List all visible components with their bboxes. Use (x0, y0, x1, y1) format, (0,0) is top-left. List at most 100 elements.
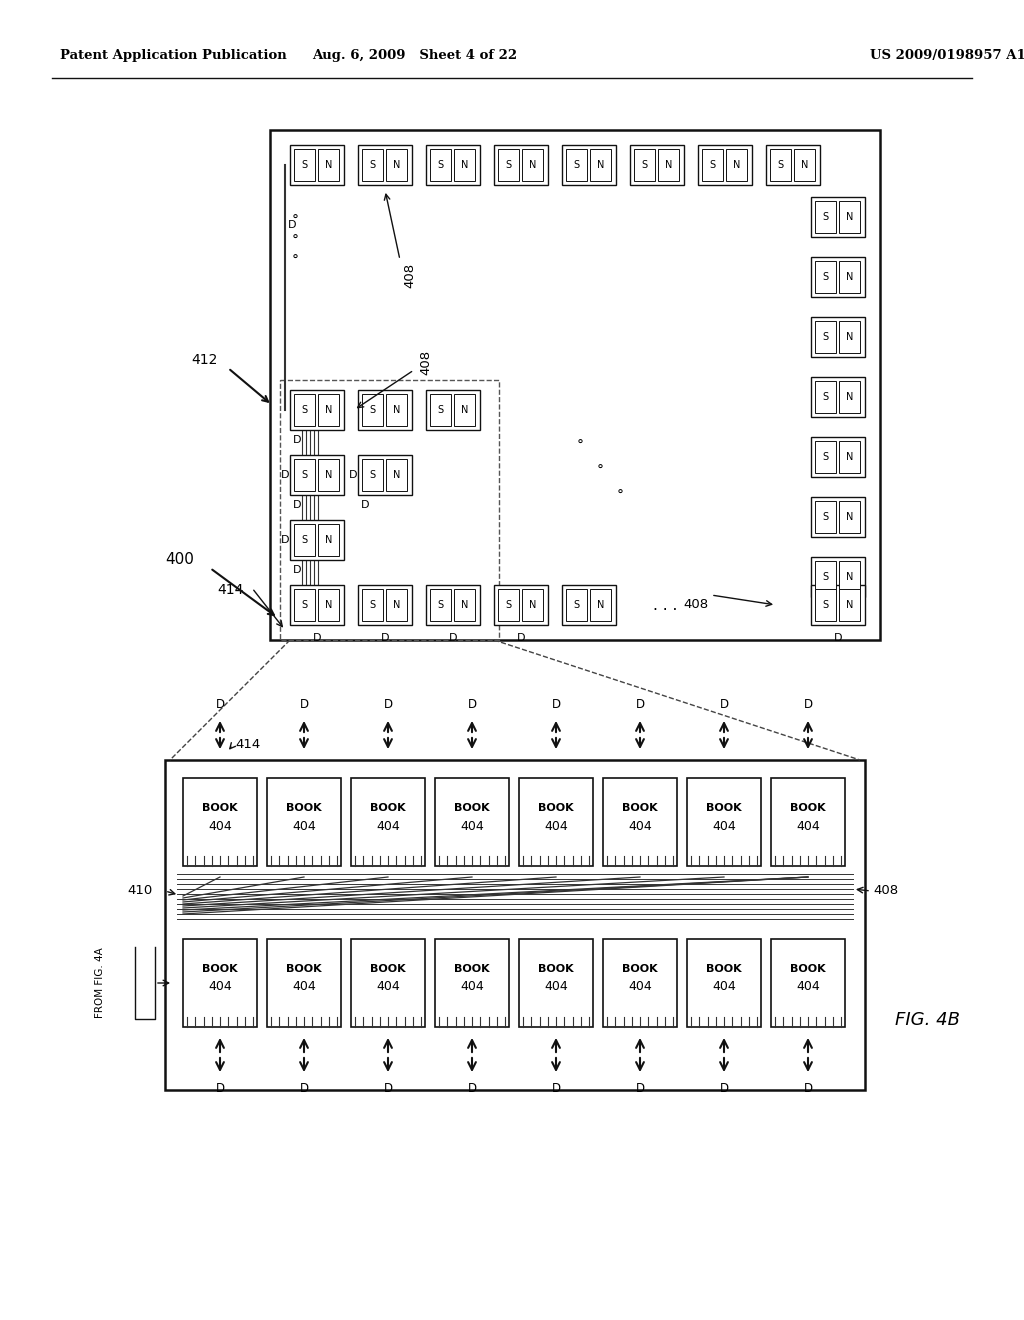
Bar (687, 777, 761, 866)
Bar (435, 939, 509, 1027)
Text: D: D (552, 698, 560, 711)
Bar (815, 561, 836, 593)
Bar (358, 585, 412, 624)
Text: N: N (846, 272, 853, 282)
Text: D: D (215, 1082, 224, 1096)
Text: S: S (822, 512, 828, 521)
Text: 414: 414 (234, 738, 260, 751)
Text: D: D (312, 634, 322, 643)
Bar (358, 145, 412, 185)
Bar (839, 502, 860, 533)
Bar (267, 939, 341, 1027)
Text: D: D (349, 470, 357, 480)
Text: BOOK: BOOK (623, 964, 657, 974)
Text: °: ° (292, 253, 299, 268)
Bar (318, 459, 339, 491)
Bar (562, 585, 616, 624)
Bar (270, 129, 880, 640)
Bar (430, 393, 451, 426)
Text: S: S (822, 333, 828, 342)
Text: D: D (288, 220, 297, 230)
Text: S: S (370, 470, 376, 480)
Text: N: N (846, 451, 853, 462)
Bar (770, 149, 791, 181)
Bar (351, 777, 425, 866)
Bar (430, 589, 451, 620)
Bar (183, 939, 257, 1027)
Text: N: N (846, 392, 853, 403)
Bar (771, 777, 845, 866)
Bar (519, 939, 593, 1027)
Text: 404: 404 (376, 820, 400, 833)
Text: BOOK: BOOK (371, 964, 406, 974)
Bar (771, 939, 845, 1027)
Text: D: D (804, 698, 813, 711)
Bar (386, 459, 407, 491)
Bar (562, 145, 616, 185)
Bar (280, 380, 499, 640)
Text: °: ° (292, 234, 299, 248)
Text: S: S (301, 405, 307, 414)
Text: 400: 400 (166, 553, 195, 568)
Bar (362, 149, 383, 181)
Text: D: D (299, 698, 308, 711)
Text: D: D (720, 1082, 728, 1096)
Text: 404: 404 (628, 820, 652, 833)
Bar (811, 317, 865, 356)
Bar (590, 149, 611, 181)
Text: S: S (301, 160, 307, 170)
Bar (815, 381, 836, 413)
Bar (522, 149, 543, 181)
Bar (294, 149, 315, 181)
Text: D: D (804, 1082, 813, 1096)
Bar (386, 589, 407, 620)
Text: 404: 404 (544, 981, 568, 994)
Text: S: S (506, 601, 512, 610)
Text: US 2009/0198957 A1: US 2009/0198957 A1 (870, 49, 1024, 62)
Text: N: N (393, 405, 400, 414)
Bar (430, 149, 451, 181)
Text: N: N (393, 470, 400, 480)
Bar (426, 145, 480, 185)
Bar (839, 561, 860, 593)
Text: D: D (636, 698, 644, 711)
Bar (426, 585, 480, 624)
Text: S: S (506, 160, 512, 170)
Text: S: S (301, 601, 307, 610)
Bar (290, 585, 344, 624)
Text: 404: 404 (712, 981, 736, 994)
Bar (839, 381, 860, 413)
Text: S: S (573, 601, 580, 610)
Text: D: D (293, 436, 301, 445)
Bar (318, 393, 339, 426)
Text: °: ° (292, 214, 299, 228)
Text: BOOK: BOOK (791, 803, 825, 813)
Bar (815, 321, 836, 352)
Text: 408: 408 (873, 884, 898, 898)
Bar (811, 585, 865, 624)
Text: °: ° (577, 440, 584, 453)
Text: N: N (846, 601, 853, 610)
Text: 414: 414 (217, 583, 243, 597)
Text: 404: 404 (544, 820, 568, 833)
Bar (811, 197, 865, 238)
Bar (630, 145, 684, 185)
Text: S: S (437, 405, 443, 414)
Text: N: N (846, 572, 853, 582)
Text: Patent Application Publication: Patent Application Publication (60, 49, 287, 62)
Text: 408: 408 (419, 350, 432, 375)
Bar (454, 589, 475, 620)
Text: D: D (215, 698, 224, 711)
Text: °: ° (616, 488, 624, 503)
Bar (815, 502, 836, 533)
Bar (766, 145, 820, 185)
Text: S: S (641, 160, 647, 170)
Text: N: N (528, 160, 537, 170)
Text: S: S (822, 392, 828, 403)
Text: D: D (281, 470, 289, 480)
Text: BOOK: BOOK (455, 964, 489, 974)
Text: 410: 410 (128, 884, 153, 898)
Text: S: S (822, 272, 828, 282)
Text: 408: 408 (403, 263, 416, 288)
Text: S: S (710, 160, 716, 170)
